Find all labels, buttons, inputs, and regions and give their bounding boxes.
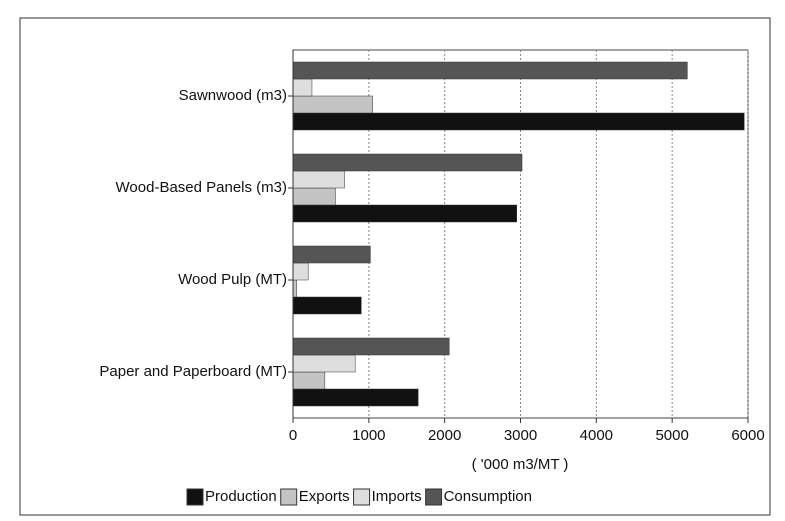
bar <box>292 187 336 206</box>
x-tick-label: 2000 <box>428 427 461 444</box>
bar <box>292 371 326 390</box>
legend-swatch <box>425 488 443 506</box>
bar <box>292 170 345 189</box>
y-tick-label: Sawnwood (m3) <box>179 87 287 104</box>
bar <box>292 61 688 80</box>
x-axis-label: ( '000 m3/MT ) <box>472 456 569 473</box>
bar <box>292 262 309 281</box>
bar <box>292 95 373 114</box>
bar <box>292 279 298 298</box>
legend-label: Consumption <box>444 488 532 505</box>
bar <box>292 204 517 223</box>
x-tick-label: 5000 <box>655 427 688 444</box>
legend-swatch <box>280 488 298 506</box>
x-tick-label: 3000 <box>504 427 537 444</box>
x-tick-label: 0 <box>289 427 297 444</box>
legend-swatch <box>186 488 204 506</box>
bar <box>292 153 523 172</box>
bar <box>292 337 450 356</box>
legend-label: Production <box>205 488 277 505</box>
bar <box>292 78 313 97</box>
bar <box>292 388 419 407</box>
legend-label: Exports <box>299 488 350 505</box>
bar <box>292 112 745 131</box>
x-tick-label: 1000 <box>352 427 385 444</box>
bar <box>292 296 362 315</box>
legend-label: Imports <box>372 488 422 505</box>
bar <box>292 245 371 264</box>
y-tick-label: Wood Pulp (MT) <box>178 271 287 288</box>
x-tick-label: 4000 <box>580 427 613 444</box>
y-tick-label: Wood-Based Panels (m3) <box>116 179 287 196</box>
x-tick-label: 6000 <box>731 427 764 444</box>
bar <box>292 354 356 373</box>
chart-frame <box>19 17 771 516</box>
legend-swatch <box>353 488 371 506</box>
y-tick-label: Paper and Paperboard (MT) <box>99 363 287 380</box>
